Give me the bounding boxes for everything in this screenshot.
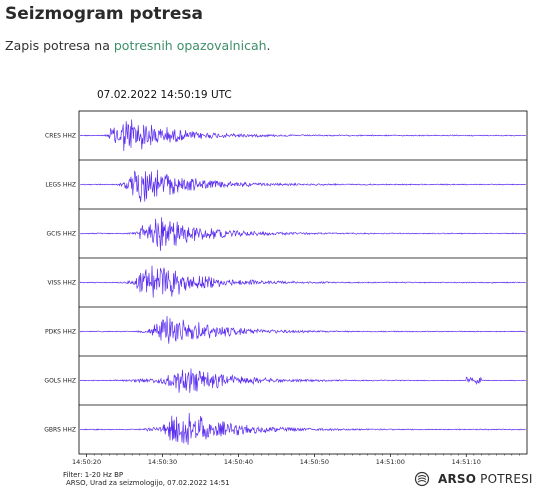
station-label: GCIS HHZ [47,231,76,238]
seismogram-frame [78,110,528,455]
stations-link[interactable]: potresnih opazovalnicah [113,38,267,53]
time-tick-label: 14:50:40 [224,458,253,466]
brand-name-bold: ARSO [438,472,477,486]
time-tick-label: 14:50:20 [72,458,101,466]
seismogram-chart: 07.02.2022 14:50:19 UTC CRES HHZ LEGS HHZ… [44,89,528,487]
seismic-trace [79,265,526,298]
intro-text: Zapis potresa na potresnih opazovalnicah… [5,38,271,53]
station-label: VISS HHZ [47,280,76,287]
page-title: Seizmogram potresa [5,4,204,24]
time-tick-label: 14:50:30 [148,458,177,466]
brand-name-light: POTRESI [476,472,533,486]
seismogram-datetime: 07.02.2022 14:50:19 UTC [97,89,232,101]
station-label: LEGS HHZ [45,182,76,189]
credit-text: ARSO, Urad za seizmologijo, 07.02.2022 1… [66,479,230,487]
arso-logo-icon [414,471,430,487]
seismic-trace [79,368,526,393]
time-axis: 14:50:20 14:50:30 14:50:40 14:50:50 14:51:00… [72,454,520,466]
seismic-trace [80,119,526,152]
filter-text: Filter: 1-20 Hz BP [63,471,123,479]
intro-suffix: . [266,38,271,53]
seismic-trace [79,217,527,251]
station-label: CRES HHZ [45,133,76,140]
seismic-trace [79,412,526,445]
intro-prefix: Zapis potresa na [5,38,114,53]
time-tick-label: 14:51:00 [376,458,405,466]
seismic-trace [79,169,526,203]
seismogram-rows: CRES HHZ LEGS HHZ GCIS HHZ VISS HHZ PDKS HHZ… [44,119,527,445]
seismic-trace [79,315,526,344]
time-tick-label: 14:51:10 [452,458,481,466]
time-tick-label: 14:50:50 [300,458,329,466]
station-label: GBRS HHZ [44,427,76,434]
station-label: GOLS HHZ [44,378,76,385]
brand-name: ARSO POTRESI [438,472,533,486]
arso-brand[interactable]: ARSO POTRESI [414,469,533,489]
station-label: PDKS HHZ [45,329,76,336]
